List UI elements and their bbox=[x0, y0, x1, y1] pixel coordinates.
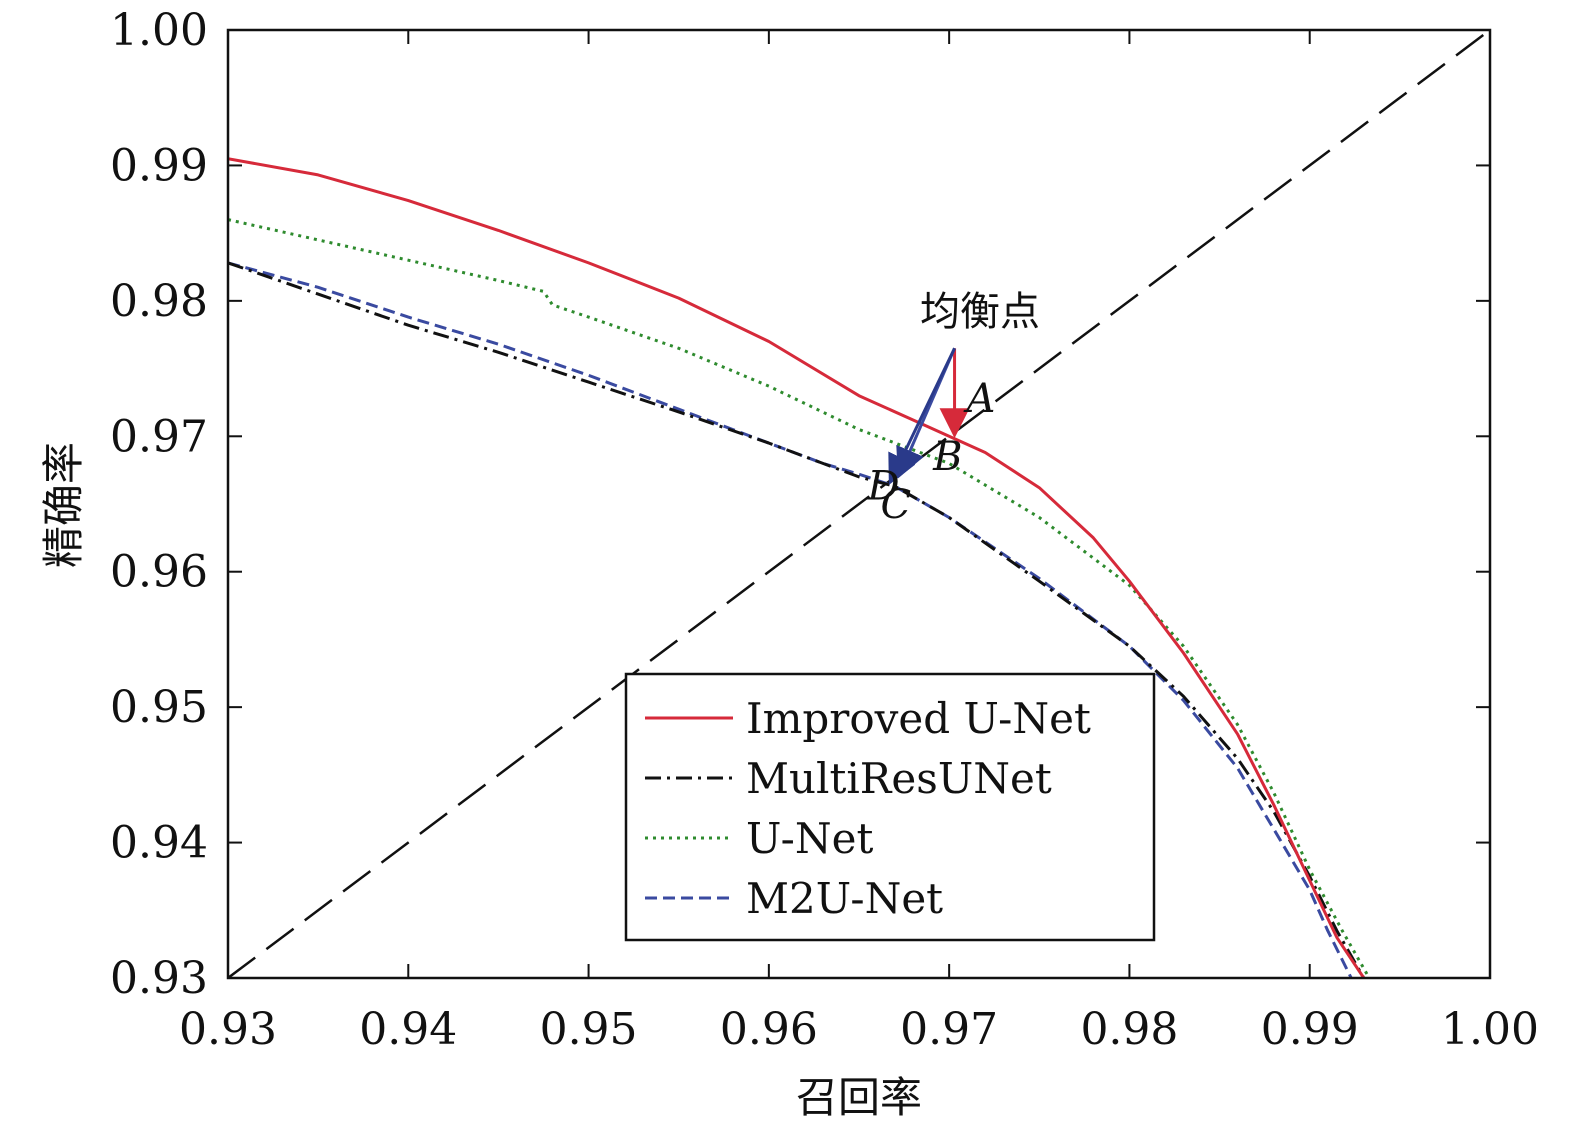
breakeven-arrow-d bbox=[888, 347, 956, 486]
legend-label-improved-unet: Improved U-Net bbox=[746, 694, 1091, 743]
tick-layer: 0.93 0.94 0.95 0.96 0.97 0.98 0.99 1.00 0.93 0.94… bbox=[110, 5, 1539, 1055]
legend-label-multiresunet: MultiResUNet bbox=[746, 754, 1052, 803]
diagonal-reference-line bbox=[228, 30, 1490, 978]
x-axis-title: 召回率 bbox=[796, 1073, 922, 1122]
series-line-m2u-net bbox=[228, 261, 1353, 978]
breakeven-point-label-a: A bbox=[963, 376, 996, 422]
x-tick-label: 0.99 bbox=[1261, 1004, 1359, 1055]
breakeven-point-label-c: C bbox=[880, 482, 911, 528]
y-tick-label: 0.93 bbox=[110, 953, 208, 1004]
y-tick-label: 1.00 bbox=[110, 5, 208, 56]
series-layer bbox=[228, 30, 1490, 978]
y-tick-label: 0.99 bbox=[110, 140, 208, 191]
annotation-label: 均衡点 bbox=[920, 289, 1040, 335]
breakeven-point-label-d: D bbox=[866, 464, 899, 510]
y-tick-label: 0.97 bbox=[110, 411, 208, 462]
legend-label-m2unet: M2U-Net bbox=[746, 874, 943, 923]
x-tick-label: 1.00 bbox=[1441, 1004, 1539, 1055]
x-tick-label: 0.95 bbox=[540, 1004, 638, 1055]
series-line-u-net bbox=[228, 218, 1371, 978]
y-tick-label: 0.95 bbox=[110, 682, 208, 733]
y-tick-label: 0.96 bbox=[110, 547, 208, 598]
y-axis-title: 精确率 bbox=[39, 442, 88, 568]
x-tick-label: 0.93 bbox=[179, 1004, 277, 1055]
x-tick-label: 0.96 bbox=[720, 1004, 818, 1055]
series-line-improved-u-net bbox=[228, 157, 1366, 978]
series-line-multiresunet bbox=[228, 261, 1366, 978]
x-tick-label: 0.94 bbox=[359, 1004, 457, 1055]
breakeven-point-label-b: B bbox=[932, 434, 962, 480]
legend-label-unet: U-Net bbox=[746, 814, 873, 863]
legend: Improved U-Net MultiResUNet U-Net M2U-Ne… bbox=[624, 672, 1156, 942]
x-tick-label: 0.97 bbox=[900, 1004, 998, 1055]
y-tick-label: 0.94 bbox=[110, 818, 208, 869]
plot-frame bbox=[226, 28, 1492, 980]
y-tick-label: 0.98 bbox=[110, 276, 208, 327]
x-tick-label: 0.98 bbox=[1080, 1004, 1178, 1055]
